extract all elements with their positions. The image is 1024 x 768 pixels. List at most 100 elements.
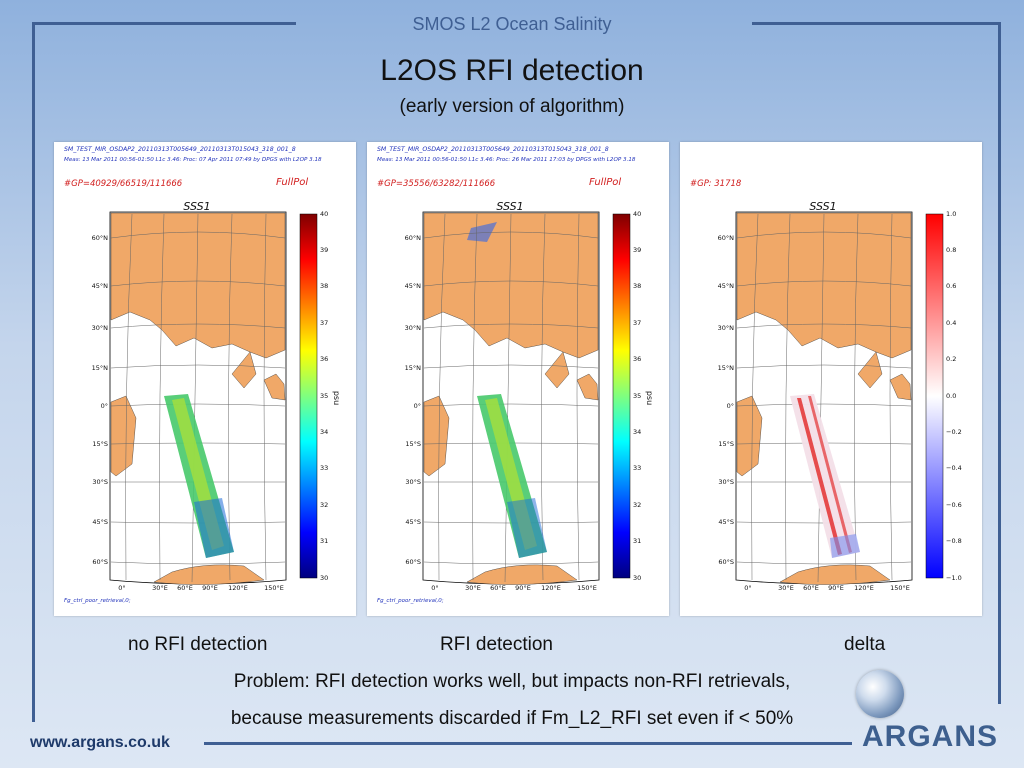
swath-south: [194, 498, 234, 558]
svg-text:0.4: 0.4: [946, 319, 956, 327]
svg-text:60°S: 60°S: [718, 558, 734, 566]
map-panel-no-rfi: SM_TEST_MIR_OSDAP2_20110313T005649_20110…: [54, 142, 356, 616]
svg-text:60°N: 60°N: [718, 234, 735, 242]
map-figure: #GP: 31718 SSS1 60°N: [690, 179, 962, 592]
map-title: SSS1: [809, 200, 836, 213]
svg-text:120°E: 120°E: [228, 584, 248, 592]
svg-text:1.0: 1.0: [946, 210, 956, 218]
footer-url-link[interactable]: www.argans.co.uk: [30, 734, 170, 751]
svg-text:45°N: 45°N: [405, 282, 422, 290]
lon-labels: 0° 30°E 60°E 90°E 120°E 150°E: [118, 584, 284, 592]
svg-text:33: 33: [633, 464, 641, 472]
svg-text:150°E: 150°E: [890, 584, 910, 592]
caption-rfi: RFI detection: [440, 634, 553, 655]
caption-no-rfi: no RFI detection: [128, 634, 268, 655]
colorbar: [299, 213, 318, 579]
map-title: SSS1: [183, 200, 210, 213]
svg-text:60°N: 60°N: [405, 234, 422, 242]
svg-text:0°: 0°: [431, 584, 438, 592]
svg-text:0°: 0°: [101, 402, 108, 410]
gp-count: #GP=35556/63282/111666: [377, 179, 496, 189]
argans-logo: ARGANS: [862, 720, 999, 753]
svg-text:36: 36: [633, 355, 641, 363]
svg-text:32: 32: [633, 501, 641, 509]
svg-text:−0.2: −0.2: [946, 428, 962, 436]
svg-text:−1.0: −1.0: [946, 574, 962, 582]
map-figure: SM_TEST_MIR_OSDAP2_20110313T005649_20110…: [64, 146, 341, 604]
lon-labels: 0° 30°E 60°E 90°E 120°E 150°E: [744, 584, 910, 592]
svg-text:31: 31: [320, 537, 328, 545]
svg-text:60°N: 60°N: [92, 234, 109, 242]
svg-text:30°N: 30°N: [92, 324, 109, 332]
land-asia: [110, 212, 286, 359]
land-antarctica: [779, 564, 891, 585]
svg-text:30°N: 30°N: [718, 324, 735, 332]
svg-text:30°S: 30°S: [718, 478, 734, 486]
svg-text:0°: 0°: [727, 402, 734, 410]
colorbar: [612, 213, 631, 579]
svg-text:15°S: 15°S: [92, 440, 108, 448]
map-title: SSS1: [496, 200, 523, 213]
svg-text:0.6: 0.6: [946, 282, 956, 290]
svg-text:38: 38: [320, 282, 328, 290]
swath-south: [507, 498, 547, 558]
svg-text:45°S: 45°S: [718, 518, 734, 526]
svg-text:45°S: 45°S: [405, 518, 421, 526]
svg-text:150°E: 150°E: [577, 584, 597, 592]
svg-text:90°E: 90°E: [202, 584, 218, 592]
land-africa: [423, 395, 450, 477]
map-panel-delta: #GP: 31718 SSS1 60°N: [680, 142, 982, 616]
svg-text:30°S: 30°S: [405, 478, 421, 486]
caption-delta: delta: [844, 634, 886, 655]
svg-text:90°E: 90°E: [828, 584, 844, 592]
lat-labels: 60°N 45°N 30°N 15°N 0° 15°S 30°S 45°S 60…: [92, 234, 109, 566]
frame-right: [998, 22, 1001, 704]
footnote: Fg_ctrl_poor_retrieval,0;: [64, 598, 131, 604]
frame-top-right: [752, 22, 1000, 25]
svg-text:60°E: 60°E: [490, 584, 506, 592]
svg-text:0°: 0°: [118, 584, 125, 592]
frame-top-left: [34, 22, 296, 25]
land-india: [857, 351, 883, 389]
svg-text:38: 38: [633, 282, 641, 290]
colorbar: [925, 213, 944, 579]
svg-text:60°E: 60°E: [803, 584, 819, 592]
svg-text:60°S: 60°S: [405, 558, 421, 566]
swath-red-stripe: [808, 396, 852, 553]
svg-text:30°E: 30°E: [152, 584, 168, 592]
lon-labels: 0° 30°E 60°E 90°E 120°E 150°E: [431, 584, 597, 592]
svg-text:15°N: 15°N: [405, 364, 422, 372]
footnote: Fg_ctrl_poor_retrieval,0;: [377, 598, 444, 604]
land-africa: [736, 395, 763, 477]
land-india: [231, 351, 257, 389]
svg-text:−0.6: −0.6: [946, 501, 962, 509]
colorbar-ticks: 40 39 38 37 36 35 34 33 32 31 30: [633, 210, 641, 582]
colorbar-label: psu: [645, 391, 654, 405]
svg-text:0.8: 0.8: [946, 246, 956, 254]
meas-line: Meas: 13 Mar 2011 00:56-01:50 L1c 3.46: …: [377, 157, 636, 163]
svg-text:90°E: 90°E: [515, 584, 531, 592]
file-line: SM_TEST_MIR_OSDAP2_20110313T005649_20110…: [377, 146, 609, 153]
svg-text:36: 36: [320, 355, 328, 363]
svg-text:15°S: 15°S: [718, 440, 734, 448]
file-line: SM_TEST_MIR_OSDAP2_20110313T005649_20110…: [64, 146, 296, 153]
svg-text:34: 34: [320, 428, 328, 436]
colorbar-ticks: 1.0 0.8 0.6 0.4 0.2 0.0 −0.2 −0.4 −0.6 −…: [946, 210, 962, 582]
svg-text:120°E: 120°E: [541, 584, 561, 592]
graticule: [736, 213, 912, 583]
svg-text:30°S: 30°S: [92, 478, 108, 486]
swath-red-stripe: [797, 398, 842, 555]
svg-text:45°N: 45°N: [92, 282, 109, 290]
lat-labels: 60°N 45°N 30°N 15°N 0° 15°S 30°S 45°S 60…: [718, 234, 735, 566]
land-asia: [423, 212, 599, 359]
colorbar-label: psu: [332, 391, 341, 405]
slide-title: L2OS RFI detection: [380, 54, 644, 87]
map-figure: SM_TEST_MIR_OSDAP2_20110313T005649_20110…: [377, 146, 654, 604]
land-rfi-patch: [467, 222, 497, 242]
svg-text:35: 35: [633, 392, 641, 400]
svg-text:33: 33: [320, 464, 328, 472]
land-africa: [110, 395, 137, 477]
mode-label: FullPol: [276, 177, 308, 188]
svg-text:0°: 0°: [744, 584, 751, 592]
gp-count: #GP: 31718: [690, 179, 742, 189]
